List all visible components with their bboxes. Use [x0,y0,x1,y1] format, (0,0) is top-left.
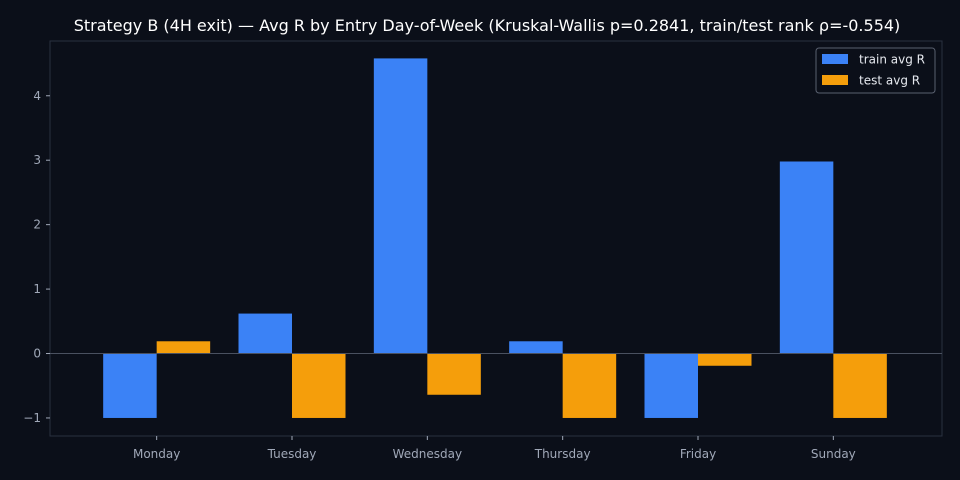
bar-test-sunday [833,353,887,418]
x-tick-label: Monday [133,447,180,461]
bar-test-wednesday [427,353,481,395]
bars-group [103,58,887,418]
bar-train-wednesday [373,58,428,354]
bar-test-thursday [562,353,617,418]
chart-title: Strategy B (4H exit) — Avg R by Entry Da… [74,16,901,35]
legend: train avg R test avg R [815,47,936,94]
x-tick-label: Sunday [811,447,856,461]
bar-test-friday [698,353,752,366]
y-tick-label: 1 [33,282,41,296]
legend-swatch [822,54,848,64]
plot-area [49,40,943,437]
bar-train-thursday [509,341,563,354]
bar-train-monday [103,353,157,418]
legend-label: test avg R [859,74,920,88]
y-tick-label: 4 [33,89,41,103]
x-axis: Monday Tuesday Wednesday Thursday Friday Sund… [133,436,856,461]
y-tick-label: 3 [33,153,41,167]
bar-test-monday [156,341,211,354]
y-axis: −1 0 1 2 3 4 [23,89,50,425]
bar-train-friday [644,353,698,418]
x-tick-label: Wednesday [393,447,462,461]
bar-train-sunday [779,161,834,354]
bar-train-tuesday [238,313,292,354]
x-tick-label: Tuesday [267,447,317,461]
y-tick-label: 0 [33,347,41,361]
legend-swatch [822,75,848,85]
x-tick-label: Friday [680,447,716,461]
y-tick-label: −1 [23,411,41,425]
legend-label: train avg R [859,53,925,67]
bar-test-tuesday [292,353,346,418]
x-tick-label: Thursday [534,447,591,461]
y-tick-label: 2 [33,218,41,232]
